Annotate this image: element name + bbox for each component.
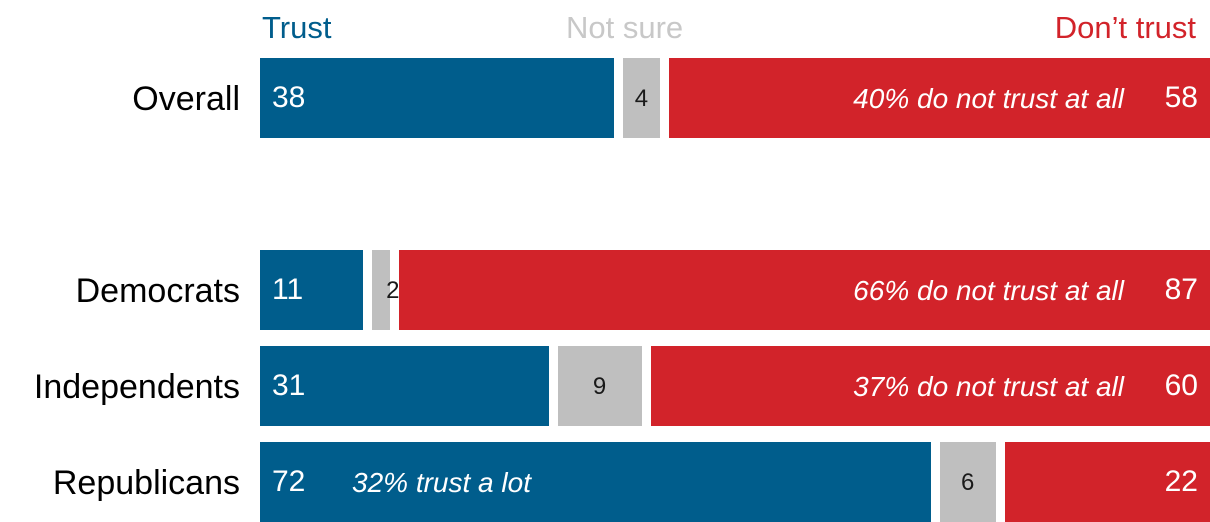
value-label-democrats-dont-trust: 87 xyxy=(1164,273,1198,306)
bar-democrats-don-t-trust xyxy=(399,250,1210,330)
value-label-republicans-dont-trust: 22 xyxy=(1164,465,1198,498)
row-label-democrats: Democrats xyxy=(75,272,240,310)
value-label-overall-dont-trust: 58 xyxy=(1164,81,1198,114)
value-label-republicans-not-sure: 6 xyxy=(961,469,975,496)
legend-not-sure: Not sure xyxy=(566,10,684,45)
value-label-democrats-trust: 11 xyxy=(272,273,304,306)
bar-independents-trust xyxy=(260,346,549,426)
annotation-overall: 40% do not trust at all xyxy=(853,83,1124,114)
bar-republicans-don-t-trust xyxy=(1004,442,1210,522)
value-label-independents-trust: 31 xyxy=(272,369,306,402)
bar-independents-don-t-trust xyxy=(650,346,1210,426)
bar-republicans-trust xyxy=(260,442,932,522)
bar-overall-not-sure xyxy=(623,58,661,138)
value-label-independents-dont-trust: 60 xyxy=(1164,369,1198,402)
value-label-overall-not-sure: 4 xyxy=(634,85,649,112)
value-label-democrats-not-sure: 2 xyxy=(386,277,400,304)
bar-democrats-not-sure xyxy=(371,250,391,330)
legend-trust: Trust xyxy=(262,10,332,45)
legend-dont-trust: Don’t trust xyxy=(1054,10,1196,45)
bar-overall-don-t-trust xyxy=(669,58,1210,138)
value-label-republicans-trust: 72 xyxy=(272,465,306,498)
bar-overall-trust xyxy=(260,58,615,138)
row-label-republicans: Republicans xyxy=(52,464,240,502)
value-label-independents-not-sure: 9 xyxy=(592,373,607,400)
bar-democrats-trust xyxy=(260,250,363,330)
annotation-republicans: 32% trust a lot xyxy=(352,467,531,498)
row-label-independents: Independents xyxy=(33,368,240,406)
row-label-overall: Overall xyxy=(132,80,240,118)
value-label-overall-trust: 38 xyxy=(272,81,306,114)
bar-independents-not-sure xyxy=(557,346,642,426)
bar-republicans-not-sure xyxy=(940,442,996,522)
annotation-independents: 37% do not trust at all xyxy=(853,371,1124,402)
annotation-democrats: 66% do not trust at all xyxy=(853,275,1124,306)
